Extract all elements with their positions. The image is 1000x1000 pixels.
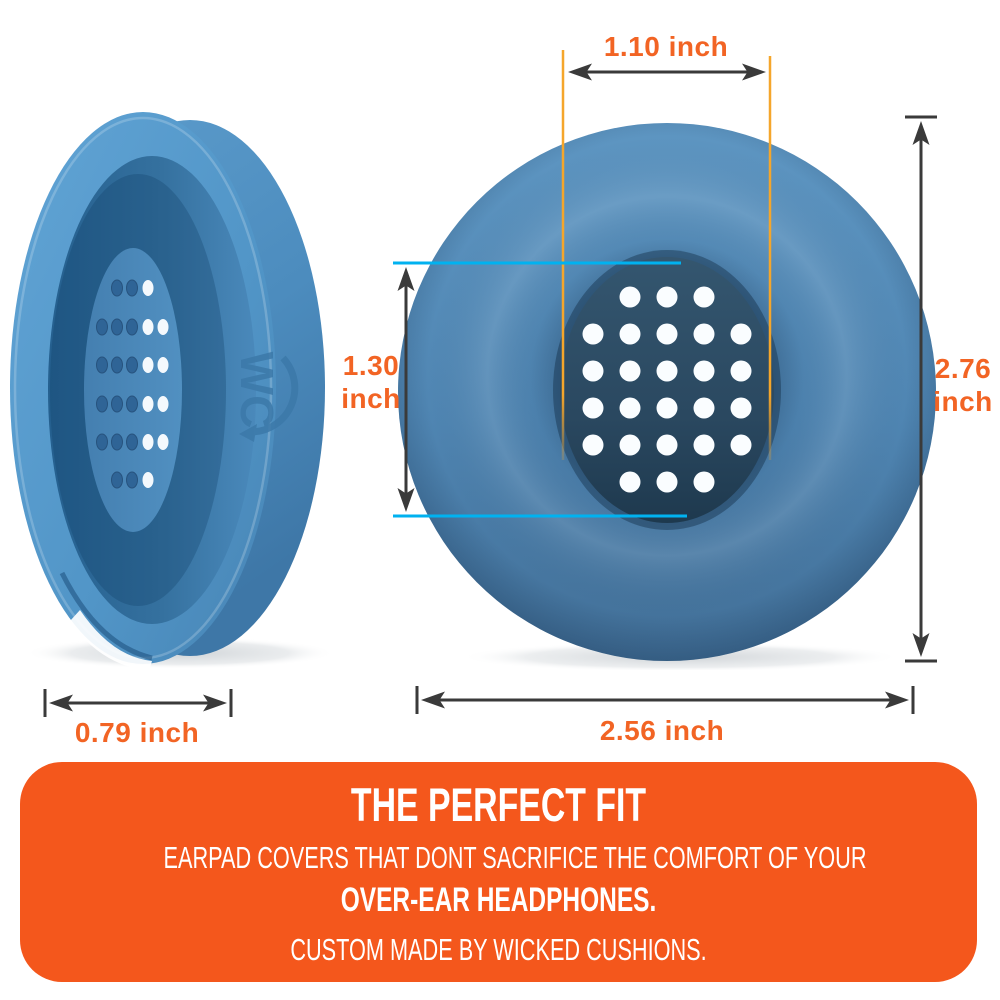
left-pad-holes-lit	[142, 280, 169, 488]
depth-value: 0.79	[74, 717, 132, 748]
outer-height-unit: inch	[933, 386, 993, 417]
outer-width-value: 2.56	[599, 715, 657, 746]
earpad-front-view	[398, 123, 936, 670]
earpad-side-view: WC	[10, 112, 335, 671]
outer-height-value: 2.76	[934, 353, 992, 384]
inner-width-value: 1.10	[603, 31, 661, 62]
banner-subtitle-2: OVER-EAR HEADPHONES.	[340, 881, 657, 919]
banner-subtitle-1: EARPAD COVERS THAT DONT SACRIFICE THE CO…	[163, 840, 867, 875]
label-outer-height: 2.76 inch	[925, 352, 1000, 418]
right-pad-holes	[582, 286, 752, 493]
label-inner-height: 1.30 inch	[331, 349, 411, 415]
inner-height-value: 1.30	[342, 350, 400, 381]
wc-logo-text: WC	[231, 352, 283, 429]
banner-title: THE PERFECT FIT	[350, 778, 647, 831]
left-pad-opening-split	[59, 571, 153, 671]
marketing-banner: THE PERFECT FIT EARPAD COVERS THAT DONT …	[20, 762, 977, 982]
left-pad-perforated-area	[84, 248, 182, 532]
wc-logo: WC	[231, 352, 299, 442]
arrow-depth	[43, 689, 233, 717]
arrow-outer-width	[415, 686, 915, 714]
left-pad-holes	[96, 279, 138, 489]
banner-subtitle-3: CUSTOM MADE BY WICKED CUSHIONS.	[290, 932, 707, 967]
label-depth: 0.79 inch	[37, 716, 237, 749]
right-pad-speaker-oval	[560, 257, 774, 523]
label-inner-width: 1.10 inch	[556, 30, 776, 63]
label-outer-width: 2.56 inch	[537, 714, 787, 747]
inner-height-unit: inch	[341, 383, 401, 414]
inner-width-unit: inch	[668, 31, 729, 62]
outer-width-unit: inch	[664, 715, 725, 746]
depth-unit: inch	[139, 717, 200, 748]
arrow-inner-width	[568, 63, 766, 81]
